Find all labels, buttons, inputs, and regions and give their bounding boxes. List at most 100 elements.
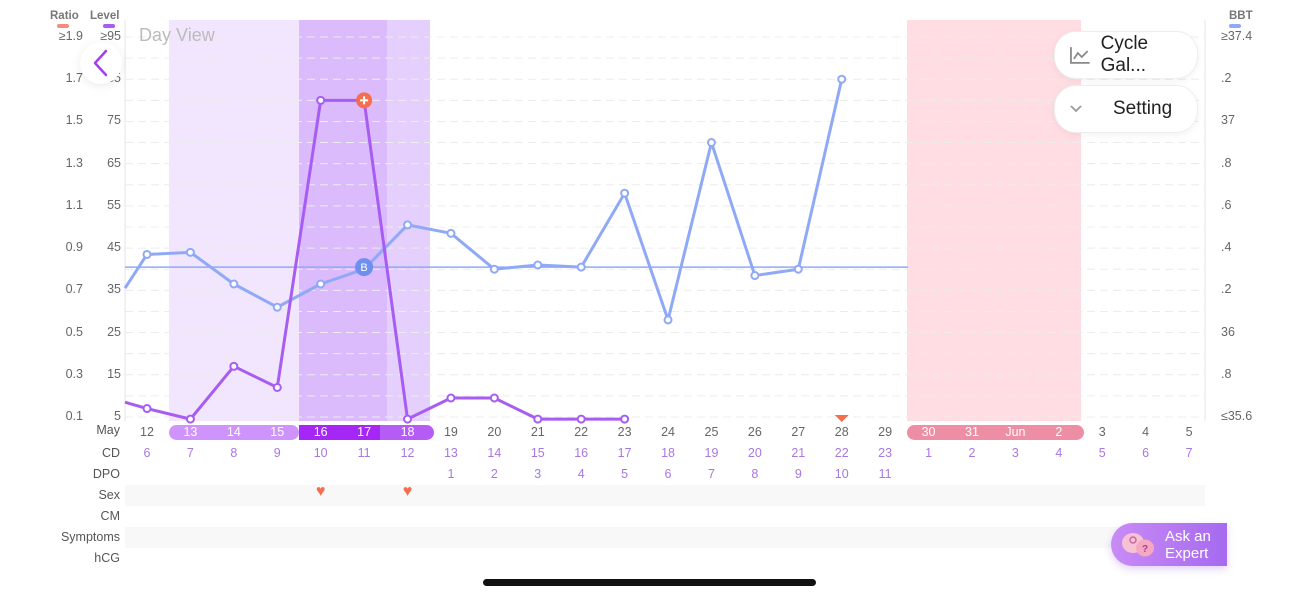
cd-cell: 21 — [791, 446, 806, 460]
dpo-cell: 2 — [490, 467, 498, 481]
level-tick: 35 — [107, 282, 121, 297]
date-cell: Jun — [1005, 425, 1026, 439]
dpo-cell: 7 — [707, 467, 715, 481]
lh-point — [185, 414, 195, 424]
bbt-tick: .4 — [1221, 240, 1232, 255]
ask-expert-button[interactable]: ? Ask an Expert — [1111, 523, 1227, 566]
bbt-point — [793, 264, 803, 274]
dpo-cell: 5 — [621, 467, 629, 481]
ratio-tick: 0.7 — [65, 282, 83, 297]
bbt-tick: ≥37.4 — [1221, 29, 1253, 43]
bbt-point — [533, 260, 543, 270]
row-label-cd: CD — [101, 446, 120, 460]
bbt-point — [837, 74, 847, 84]
date-cell: 14 — [226, 425, 241, 439]
date-cell: 15 — [270, 425, 285, 439]
cd-cell: 3 — [1011, 446, 1019, 460]
home-indicator[interactable] — [483, 579, 816, 586]
bbt-line — [123, 78, 844, 322]
date-cell: 17 — [357, 425, 372, 439]
dpo-cell: 9 — [794, 467, 802, 481]
dpo-cell: 10 — [834, 467, 849, 481]
row-label-hcg: hCG — [94, 551, 120, 565]
level-tick: 55 — [107, 197, 121, 212]
bbt-point — [316, 279, 326, 289]
date-cell: 18 — [400, 425, 415, 439]
date-cell: 27 — [791, 425, 806, 439]
date-cell: 23 — [617, 425, 632, 439]
cd-cell: 10 — [313, 446, 328, 460]
expert-chat-icon: ? — [1122, 532, 1154, 556]
bbt-tick: 37 — [1221, 113, 1235, 128]
cd-cell: 16 — [574, 446, 589, 460]
cd-cell: 22 — [834, 446, 849, 460]
row-label-dpo: DPO — [92, 467, 120, 481]
ratio-tick: 1.7 — [65, 71, 83, 86]
back-button[interactable] — [80, 42, 122, 84]
setting-button[interactable]: Setting — [1054, 85, 1198, 133]
level-tick: 65 — [107, 155, 121, 170]
dpo-cell: 1 — [447, 467, 455, 481]
lh-point — [142, 404, 152, 414]
dpo-cell: 3 — [534, 467, 542, 481]
ask-expert-line1: Ask an — [1165, 527, 1211, 545]
ratio-tick: 0.9 — [65, 240, 83, 255]
lh-point — [272, 382, 282, 392]
date-cell: 22 — [574, 425, 589, 439]
cd-cell: 5 — [1098, 446, 1106, 460]
bbt-point — [229, 279, 239, 289]
row-label-sex: Sex — [98, 488, 120, 502]
heart-icon: ♥ — [315, 483, 326, 500]
row-label-cm: CM — [100, 509, 120, 523]
peak-window-bg — [299, 20, 387, 421]
date-cell: 24 — [661, 425, 675, 439]
cycle-gallery-label: Cycle Gal... — [1100, 33, 1149, 76]
bbt-point — [403, 220, 413, 230]
level-tick: 75 — [107, 113, 121, 128]
bbt-point — [142, 249, 152, 259]
date-cell: 13 — [183, 425, 198, 439]
sex-row-strip — [125, 485, 1205, 506]
bbt-tick: .2 — [1221, 282, 1232, 297]
cycle-gallery-button[interactable]: Cycle Gal... — [1054, 31, 1198, 79]
bbt-tick: .2 — [1221, 71, 1232, 86]
bbt-point — [620, 188, 630, 198]
date-cell: 21 — [530, 425, 545, 439]
chevron-down-icon — [1070, 105, 1082, 113]
lh-point — [316, 95, 326, 105]
cd-cell: 19 — [704, 446, 719, 460]
lh-point — [403, 414, 413, 424]
cd-cell: 6 — [1142, 446, 1150, 460]
date-cell: 25 — [704, 425, 719, 439]
level-swatch — [103, 24, 115, 28]
row-label-month: May — [96, 423, 120, 437]
bbt-point — [576, 262, 586, 272]
bbt-point — [272, 302, 282, 312]
date-cell: 4 — [1142, 425, 1150, 439]
level-tick: 25 — [107, 324, 121, 339]
date-cell: 2 — [1055, 425, 1063, 439]
bbt-tick: .8 — [1221, 366, 1232, 381]
date-cell: 29 — [878, 425, 893, 439]
lh-point — [489, 393, 499, 403]
ovulation-b-icon — [355, 258, 374, 277]
cd-cell: 11 — [357, 446, 371, 460]
chevron-left-icon — [93, 49, 108, 77]
bbt-point — [489, 264, 499, 274]
bbt-point — [185, 247, 195, 257]
ratio-tick: 1.3 — [65, 155, 83, 170]
dpo-cell: 8 — [751, 467, 759, 481]
cd-cell: 7 — [186, 446, 194, 460]
cd-cell: 23 — [878, 446, 893, 460]
predicted-period-bg — [907, 20, 1081, 421]
bbt-axis-head: BBT — [1229, 10, 1253, 22]
cd-cell: 2 — [968, 446, 976, 460]
level-tick: 15 — [107, 366, 121, 381]
lh-point — [533, 414, 543, 424]
bbt-point — [663, 315, 673, 325]
cd-cell: 1 — [925, 446, 933, 460]
peak-band — [299, 425, 387, 440]
bbt-tick: .8 — [1221, 155, 1232, 170]
